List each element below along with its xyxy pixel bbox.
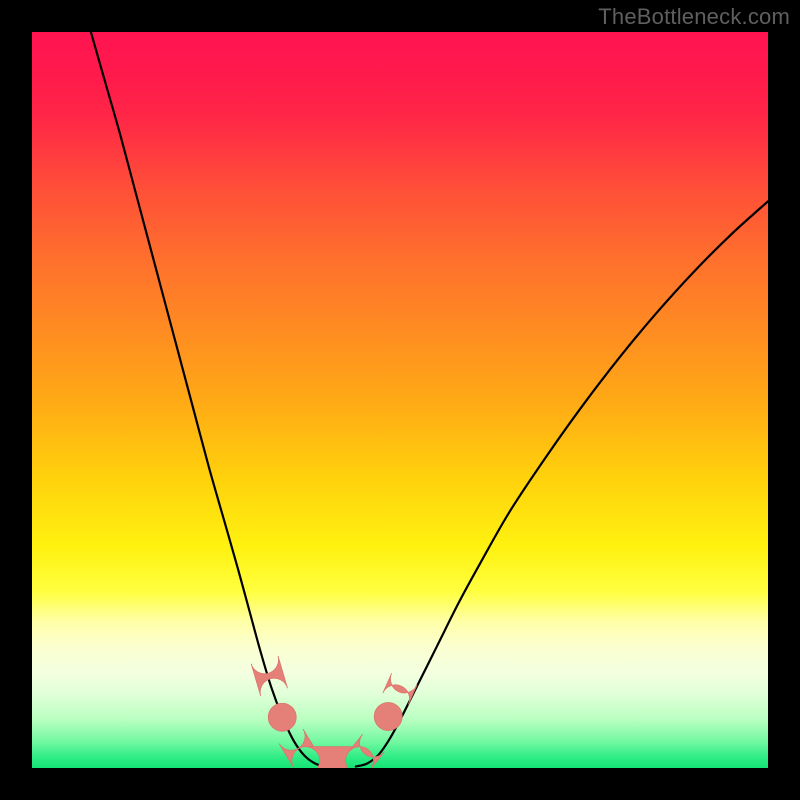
nub-0 xyxy=(251,656,287,696)
nub-6 xyxy=(383,673,417,704)
nub-1 xyxy=(268,703,296,731)
curve-right xyxy=(356,201,768,766)
nub-5 xyxy=(374,703,402,731)
curve-left xyxy=(91,32,327,767)
watermark-text: TheBottleneck.com xyxy=(598,4,790,30)
nub-3 xyxy=(306,747,360,768)
plot-area xyxy=(32,32,768,768)
curve-overlay xyxy=(32,32,768,768)
